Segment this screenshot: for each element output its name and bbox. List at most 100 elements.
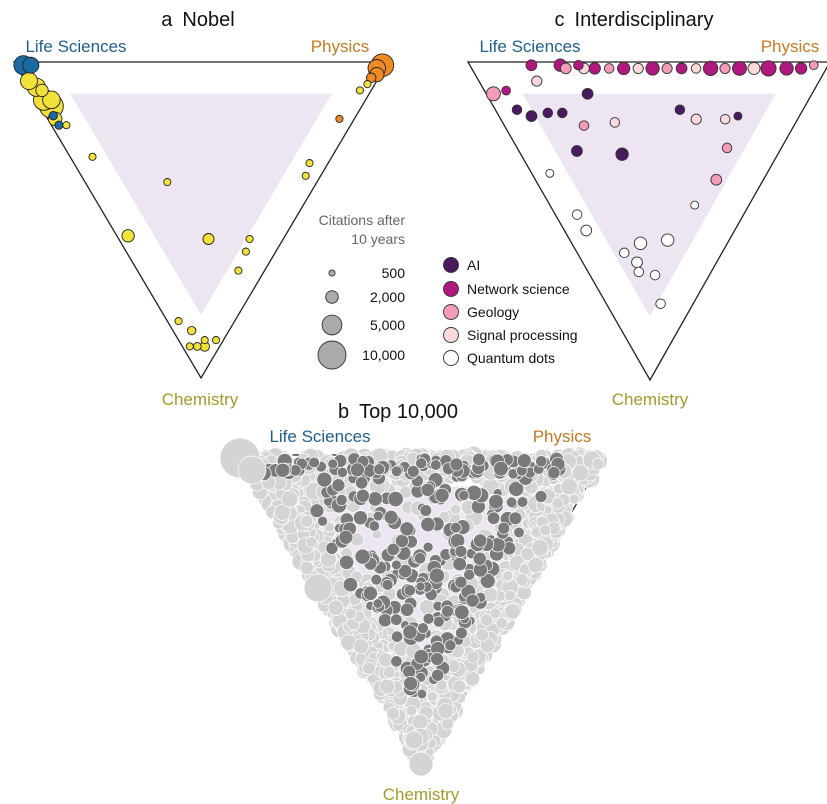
interdisciplinary-point [485,86,501,102]
interdisciplinary-point [557,107,568,119]
top-paper-point [379,678,396,695]
nobel-point [355,86,364,95]
field-legend-swatch [443,350,459,366]
size-legend-label: 500 [382,265,406,281]
interdisciplinary-point [525,110,538,122]
top-paper-point [274,503,291,521]
top-paper-point [454,575,468,589]
panel-b-label-chemistry: Chemistry [383,785,460,804]
interdisciplinary-point [545,168,555,178]
interdisciplinary-point [674,104,686,115]
size-legend-items: 500 2,000 5,000 10,000 [317,265,406,370]
top-paper-point [452,679,467,694]
field-legend-label: AI [467,257,480,273]
size-legend-label: 10,000 [362,347,405,363]
top-paper-point [300,514,314,528]
top-paper-point [473,533,488,548]
top-paper-point [355,476,369,490]
top-paper-point [426,690,438,703]
panel-a-name: Nobel [182,9,234,31]
top-paper-point [428,567,445,584]
size-legend-label: 5,000 [370,317,405,333]
interdisciplinary-point [794,62,808,75]
top-paper-point [403,584,416,597]
interdisciplinary-point [571,145,583,157]
interdisciplinary-point [633,266,645,278]
nobel-point [305,159,314,168]
panel-a: a Nobel Life Sciences Physics Chemistry [12,9,395,409]
top-paper-point [391,559,402,571]
field-legend-swatch [443,304,459,320]
interdisciplinary-point [702,60,719,77]
top-paper-point [405,704,418,717]
top-paper-point [316,471,333,488]
interdisciplinary-point [603,63,615,74]
interdisciplinary-point [571,209,583,220]
top-paper-point [422,541,434,553]
top-paper-point [386,542,400,557]
interdisciplinary-point [632,62,644,74]
interdisciplinary-point [710,173,723,186]
size-legend-title-line1: Citations after [319,212,406,228]
panel-b: b Top 10,000 Life Sciences Physics Chemis… [219,401,608,804]
top-paper-point [504,589,516,602]
interdisciplinary-point [581,87,594,100]
interdisciplinary-point [615,147,629,161]
panel-a-letter: a [161,9,173,31]
panel-c-name: Interdisciplinary [575,9,714,31]
top-paper-point [504,603,521,620]
nobel-point [62,121,71,130]
nobel-point [365,72,377,84]
interdisciplinary-point [719,62,731,74]
top-paper-point [305,536,318,548]
top-paper-point [413,649,429,665]
top-paper-point [372,510,384,522]
top-paper-point [420,516,436,533]
interdisciplinary-point [661,233,675,247]
nobel-point [54,120,64,130]
panel-c-letter: c [555,9,565,31]
top-paper-point [417,622,429,634]
top-paper-point [413,552,427,565]
interdisciplinary-point [633,236,648,250]
top-paper-point [560,477,578,496]
top-paper-point [534,490,548,503]
interdisciplinary-point [542,107,554,119]
top-paper-point [495,617,508,630]
top-paper-point [317,515,328,527]
panel-a-label-chemistry: Chemistry [162,390,239,409]
nobel-point [192,342,202,351]
top-paper-point [362,661,376,675]
top-paper-point [475,628,489,642]
top-paper-point [368,520,380,532]
top-paper-point [441,717,454,731]
field-legend-label: Quantum dots [467,350,555,366]
top-paper-point [464,671,481,687]
panel-a-points [13,53,395,352]
top-paper-point [399,521,415,537]
top-paper-point [299,560,314,576]
top-paper-point [531,539,549,557]
top-paper-point [338,529,354,545]
panel-c-triangle [466,61,827,382]
top-paper-point [505,496,518,508]
interdisciplinary-point [631,256,643,269]
top-paper-point [367,491,383,507]
top-paper-point [535,455,548,468]
top-paper-point [398,564,413,579]
top-paper-point [515,573,529,587]
panel-b-title: b Top 10,000 [338,401,458,423]
top-paper-point [335,494,348,506]
top-paper-point [350,462,365,478]
nobel-point [174,317,183,326]
top-paper-point [508,511,523,526]
top-paper-point [387,491,404,508]
top-paper-point [472,551,487,566]
top-paper-point [431,668,445,682]
interdisciplinary-point [531,75,543,87]
field-legend-label: Signal processing [467,327,578,343]
top-paper-point [390,613,403,626]
field-legend-label: Network science [467,281,570,297]
top-paper-point [465,593,480,608]
